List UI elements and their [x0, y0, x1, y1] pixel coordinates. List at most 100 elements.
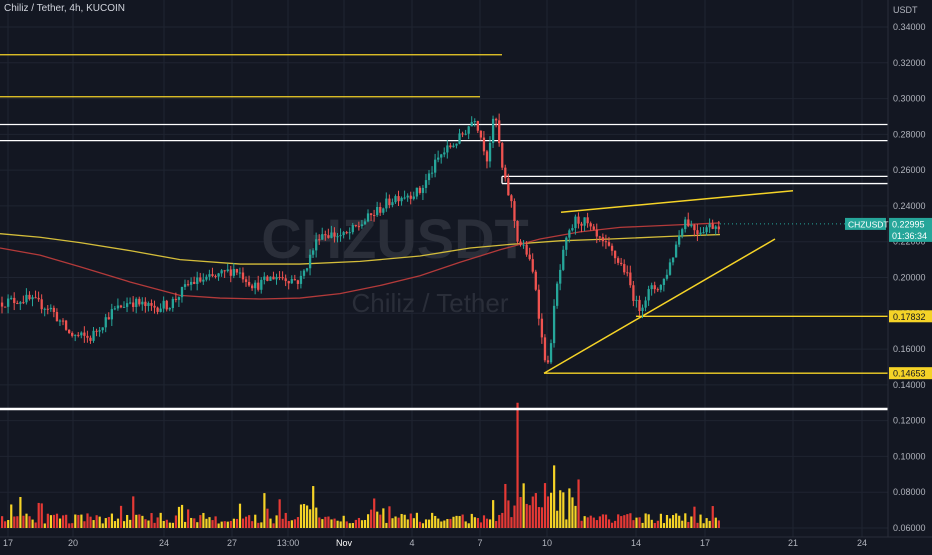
- volume-bar: [428, 519, 431, 528]
- candle-body: [266, 276, 269, 281]
- last-price-tag-bg: [889, 217, 932, 242]
- volume-bar: [275, 515, 278, 528]
- candle-body: [180, 286, 184, 298]
- volume-bar: [449, 518, 452, 528]
- candle-body: [275, 276, 278, 280]
- volume-bar: [184, 521, 187, 528]
- candle-body: [379, 206, 382, 213]
- symbol-tag-bg: [845, 217, 886, 230]
- candle-body: [287, 281, 290, 284]
- candle-body: [690, 224, 693, 227]
- candle-body: [107, 317, 110, 320]
- candle-body: [46, 308, 49, 310]
- candle-body: [540, 318, 544, 338]
- candle-body: [98, 330, 101, 332]
- volume-bar: [528, 505, 531, 528]
- volume-bar: [13, 516, 16, 528]
- volume-bar: [614, 520, 617, 528]
- candle-body: [714, 226, 717, 229]
- volume-bar: [354, 519, 357, 528]
- candle-body: [504, 167, 507, 179]
- candle-body: [702, 232, 705, 234]
- candle-body: [321, 234, 324, 240]
- volume-bar: [162, 520, 165, 528]
- volume-bar: [455, 515, 458, 528]
- volume-bar: [699, 514, 702, 528]
- volume-bar: [65, 514, 68, 528]
- candle-body: [153, 305, 156, 308]
- candle-body: [28, 294, 31, 300]
- candle-body: [290, 279, 293, 284]
- level-1-tag: 0.17832: [893, 312, 926, 322]
- volume-bar: [266, 508, 269, 528]
- volume-bar: [245, 516, 248, 528]
- candle-body: [610, 245, 614, 251]
- trendline[interactable]: [543, 238, 776, 374]
- candle-body: [336, 236, 339, 238]
- volume-bar: [708, 520, 711, 528]
- time-tick-label: 14: [631, 538, 641, 548]
- candle-body: [638, 299, 641, 312]
- level-1-tag-bg: [889, 310, 932, 323]
- moving-average-line: [0, 233, 721, 265]
- candle-body: [668, 262, 672, 275]
- volume-bar: [272, 523, 275, 528]
- candle-body: [357, 226, 361, 228]
- volume-bar: [394, 516, 397, 528]
- candle-body: [397, 196, 400, 202]
- candle-body: [156, 307, 159, 312]
- volume-bar: [440, 521, 443, 528]
- candle-body: [229, 269, 232, 276]
- candle-body: [116, 305, 120, 309]
- candle-body: [674, 244, 678, 258]
- volume-bar: [479, 522, 483, 528]
- candle-body: [528, 254, 531, 260]
- volume-bar: [116, 518, 120, 528]
- candle-body: [613, 250, 617, 259]
- volume-bar: [287, 521, 290, 528]
- candle-body: [403, 197, 406, 199]
- volume-bar: [46, 513, 49, 528]
- volume-bar: [232, 518, 235, 528]
- candle-body: [461, 133, 464, 135]
- volume-bar: [296, 517, 300, 528]
- price-tick-label: 0.28000: [893, 129, 926, 139]
- candle-body: [61, 320, 65, 322]
- volume-bar: [522, 483, 525, 528]
- candle-body: [244, 279, 248, 282]
- candle-body: [391, 202, 394, 206]
- volume-bar: [324, 516, 327, 528]
- volume-bar: [71, 523, 74, 528]
- volume-bar: [568, 488, 571, 528]
- candle-body: [40, 299, 43, 310]
- candle-body: [519, 241, 522, 246]
- volume-bar: [638, 517, 641, 528]
- candle-body: [263, 276, 266, 280]
- candle-body: [183, 284, 187, 287]
- candle-body: [446, 145, 449, 153]
- candle-body: [150, 303, 153, 306]
- candle-body: [49, 307, 52, 310]
- candle-body: [598, 236, 601, 238]
- trendline[interactable]: [560, 189, 794, 213]
- symbol-tag: CHZUSDT: [848, 219, 889, 229]
- volume-bar: [397, 517, 400, 528]
- volume-bar: [583, 516, 586, 528]
- candle-body: [190, 281, 193, 285]
- candle-body: [543, 337, 547, 361]
- candle-body: [495, 118, 498, 121]
- candle-body: [339, 235, 342, 237]
- candle-body: [629, 272, 632, 286]
- volume-bar: [504, 483, 507, 528]
- volume-bar: [437, 518, 440, 528]
- volume-bar: [431, 512, 434, 528]
- volume-bar: [421, 523, 425, 528]
- volume-bar: [507, 500, 510, 528]
- volume-bar: [391, 518, 394, 528]
- volume-bar: [693, 506, 696, 528]
- volume-bar: [363, 519, 367, 528]
- volume-bar: [598, 516, 601, 528]
- candle-body: [247, 281, 251, 286]
- volume-bar: [327, 516, 330, 528]
